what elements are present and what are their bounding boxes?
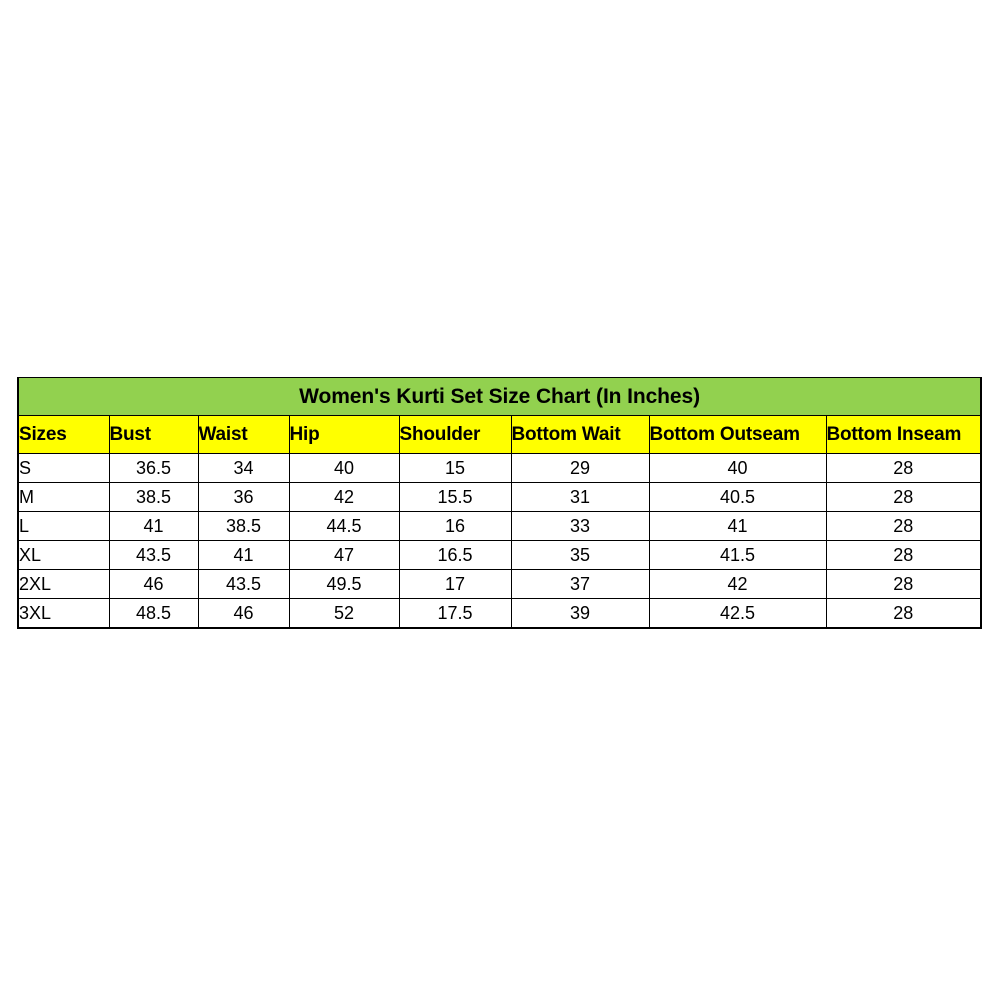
- measurement-value: 31: [510, 482, 650, 512]
- column-header-hip: Hip: [288, 415, 400, 454]
- measurement-value: 17.5: [398, 598, 512, 629]
- measurement-value: 42.5: [648, 598, 827, 629]
- measurement-value: 38.5: [197, 511, 290, 541]
- chart-title-row: Women's Kurti Set Size Chart (In Inches): [16, 377, 983, 416]
- measurement-value: 15: [398, 453, 512, 483]
- measurement-value: 42: [648, 569, 827, 599]
- measurement-value: 41: [648, 511, 827, 541]
- measurement-value: 15.5: [398, 482, 512, 512]
- measurement-value: 41: [108, 511, 199, 541]
- measurement-value: 46: [108, 569, 199, 599]
- measurement-value: 28: [825, 540, 983, 570]
- measurement-value: 43.5: [197, 569, 290, 599]
- size-label: M: [17, 482, 110, 512]
- measurement-value: 48.5: [108, 598, 199, 629]
- measurement-value: 28: [825, 453, 983, 483]
- measurement-value: 46: [197, 598, 290, 629]
- measurement-value: 44.5: [288, 511, 400, 541]
- measurement-value: 35: [510, 540, 650, 570]
- measurement-value: 49.5: [288, 569, 400, 599]
- table-row: S 36.5 34 40 15 29 40 28: [17, 453, 983, 483]
- column-header-bust: Bust: [108, 415, 199, 454]
- measurement-value: 28: [825, 511, 983, 541]
- measurement-value: 42: [288, 482, 400, 512]
- measurement-value: 43.5: [108, 540, 199, 570]
- measurement-value: 28: [825, 598, 983, 629]
- measurement-value: 28: [825, 569, 983, 599]
- measurement-value: 16: [398, 511, 512, 541]
- column-header-bottom-wait: Bottom Wait: [510, 415, 650, 454]
- chart-title: Women's Kurti Set Size Chart (In Inches): [16, 377, 983, 416]
- column-header-bottom-inseam: Bottom Inseam: [825, 415, 983, 454]
- table-row: L 41 38.5 44.5 16 33 41 28: [17, 511, 983, 541]
- table-row: XL 43.5 41 47 16.5 35 41.5 28: [17, 540, 983, 570]
- size-label: S: [17, 453, 110, 483]
- table-row: 2XL 46 43.5 49.5 17 37 42 28: [17, 569, 983, 599]
- measurement-value: 36: [197, 482, 290, 512]
- table-row: 3XL 48.5 46 52 17.5 39 42.5 28: [17, 598, 983, 629]
- measurement-value: 29: [510, 453, 650, 483]
- measurement-value: 40.5: [648, 482, 827, 512]
- measurement-value: 28: [825, 482, 983, 512]
- size-label: L: [17, 511, 110, 541]
- size-label: XL: [17, 540, 110, 570]
- column-header-waist: Waist: [197, 415, 290, 454]
- table-row: M 38.5 36 42 15.5 31 40.5 28: [17, 482, 983, 512]
- measurement-value: 47: [288, 540, 400, 570]
- measurement-value: 17: [398, 569, 512, 599]
- measurement-value: 34: [197, 453, 290, 483]
- measurement-value: 41: [197, 540, 290, 570]
- measurement-value: 16.5: [398, 540, 512, 570]
- measurement-value: 40: [648, 453, 827, 483]
- column-header-shoulder: Shoulder: [398, 415, 512, 454]
- column-header-sizes: Sizes: [17, 415, 110, 454]
- size-label: 2XL: [17, 569, 110, 599]
- measurement-value: 36.5: [108, 453, 199, 483]
- column-header-bottom-outseam: Bottom Outseam: [648, 415, 827, 454]
- measurement-value: 41.5: [648, 540, 827, 570]
- measurement-value: 40: [288, 453, 400, 483]
- size-label: 3XL: [17, 598, 110, 629]
- measurement-value: 37: [510, 569, 650, 599]
- size-chart-table: Women's Kurti Set Size Chart (In Inches)…: [16, 377, 983, 629]
- measurement-value: 38.5: [108, 482, 199, 512]
- measurement-value: 39: [510, 598, 650, 629]
- column-header-row: Sizes Bust Waist Hip Shoulder Bottom Wait Bott…: [17, 415, 983, 454]
- measurement-value: 33: [510, 511, 650, 541]
- measurement-value: 52: [288, 598, 400, 629]
